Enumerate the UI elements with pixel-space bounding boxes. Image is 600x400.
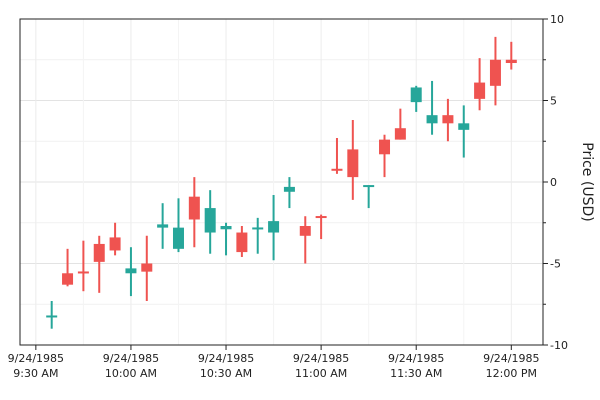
x-tick-label-time: 12:00 PM (486, 367, 537, 380)
candle-body (93, 243, 105, 262)
candle-down (394, 108, 406, 140)
candle-body (426, 115, 438, 124)
gridlines (20, 18, 543, 346)
candle-up (220, 222, 232, 256)
candle-down (236, 226, 248, 257)
candle-body (268, 221, 280, 233)
x-tick-label-time: 10:00 AM (105, 367, 157, 380)
candle-down (109, 222, 121, 256)
candle-down (331, 137, 343, 174)
candle-up (410, 85, 422, 112)
candle-down (379, 134, 391, 178)
candle-body (283, 186, 295, 192)
candle-down (77, 240, 89, 292)
candle-up (252, 217, 264, 254)
candle-down (62, 248, 74, 287)
x-tick-label-date: 9/24/1985 (483, 352, 539, 365)
candle-body (236, 232, 248, 253)
candle-body (299, 226, 311, 236)
candle-body (379, 139, 391, 155)
y-tick-label: 5 (550, 95, 557, 108)
candle-down (505, 41, 517, 70)
x-tick-label-date: 9/24/1985 (388, 352, 444, 365)
y-tick-label: -5 (550, 258, 561, 271)
candle-up (46, 300, 58, 329)
candle-body (157, 224, 169, 228)
candle-up (204, 190, 216, 254)
candle-down (141, 235, 153, 301)
candle-up (458, 105, 470, 158)
candle-body (458, 123, 470, 130)
candle-body (141, 263, 153, 272)
candle-body (442, 115, 454, 124)
x-tick-label-time: 11:30 AM (390, 367, 442, 380)
y-tick-label: -10 (550, 339, 568, 352)
candle-body (315, 216, 327, 219)
candle-body (505, 59, 517, 64)
candle-down (93, 235, 105, 293)
candle-body (474, 82, 486, 99)
candle-up (363, 185, 375, 209)
candle-body (331, 168, 343, 171)
candle-body (46, 315, 58, 318)
candle-up (125, 247, 137, 297)
candle-up (172, 198, 184, 253)
x-tick-label-time: 11:00 AM (295, 367, 347, 380)
candle-body (347, 149, 359, 178)
candle-down (188, 177, 200, 248)
x-tick-label-time: 9:30 AM (13, 367, 58, 380)
candle-down (474, 58, 486, 111)
y-tick-label: 0 (550, 176, 557, 189)
candle-down (489, 36, 501, 106)
candle-body (410, 87, 422, 103)
candles (46, 36, 517, 329)
candle-body (489, 59, 501, 86)
candle-down (299, 216, 311, 264)
y-tick-label: 10 (550, 13, 564, 26)
y-axis-title: Price (USD) (579, 142, 595, 221)
candle-down (347, 120, 359, 200)
candle-down (315, 214, 327, 240)
x-tick-label-date: 9/24/1985 (293, 352, 349, 365)
axes: -10 -5 0 5 10 9/24/1985 9:30 AM 9/24/1985 10:00 … (8, 13, 568, 380)
candle-body (204, 208, 216, 233)
candle-body (188, 196, 200, 220)
candle-down (442, 98, 454, 142)
candle-body (109, 237, 121, 251)
x-tick-label-date: 9/24/1985 (103, 352, 159, 365)
candle-up (157, 203, 169, 249)
candle-up (283, 177, 295, 209)
candle-up (426, 80, 438, 135)
x-tick-label-date: 9/24/1985 (8, 352, 64, 365)
candle-body (220, 226, 232, 230)
candle-body (363, 185, 375, 188)
candle-body (62, 273, 74, 285)
candle-body (172, 227, 184, 249)
candle-body (252, 227, 264, 230)
candle-body (125, 268, 137, 274)
candle-up (268, 195, 280, 261)
candle-body (77, 271, 89, 274)
x-tick-label-date: 9/24/1985 (198, 352, 254, 365)
candle-body (394, 128, 406, 140)
x-tick-label-time: 10:30 AM (200, 367, 252, 380)
